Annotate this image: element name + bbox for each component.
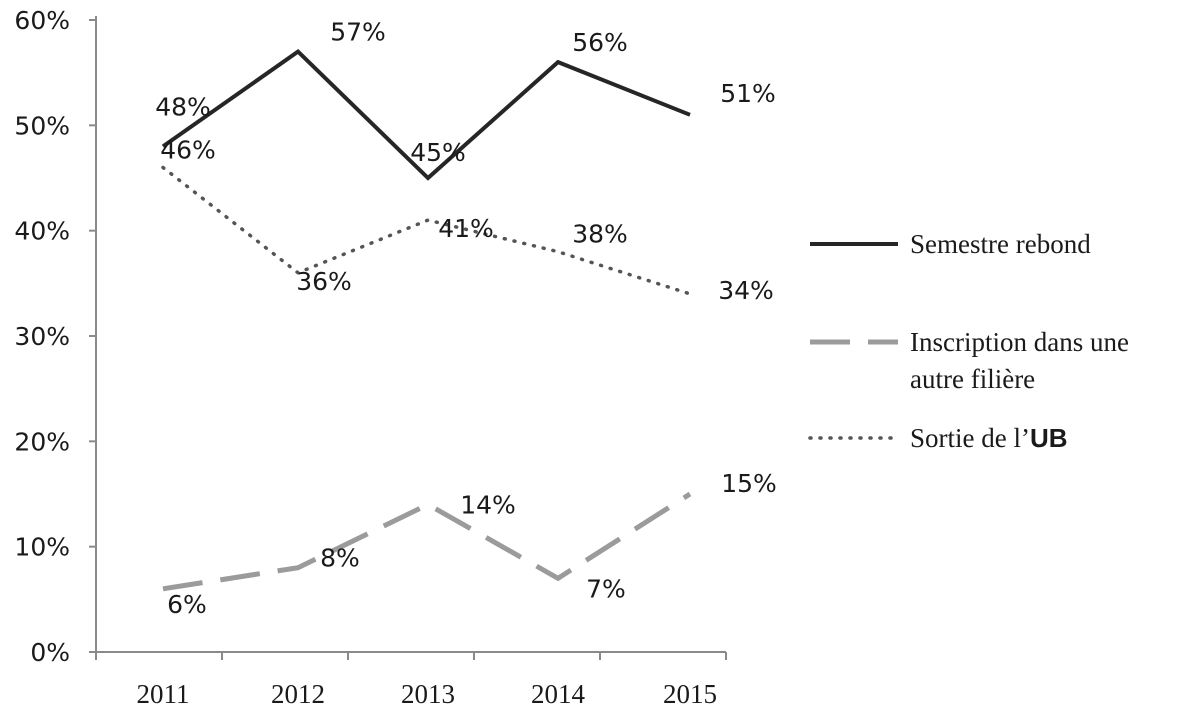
legend-label: Inscription dans une autre filière — [910, 327, 1129, 394]
y-tick-label: 40% — [14, 217, 70, 246]
data-label: 8% — [320, 544, 360, 573]
series-lines — [161, 49, 692, 592]
x-tick-label: 2013 — [401, 679, 455, 709]
y-tick-label: 30% — [14, 322, 70, 351]
data-label: 57% — [330, 18, 386, 47]
data-label: 48% — [155, 92, 211, 121]
y-tick-label: 50% — [14, 111, 70, 140]
legend: Semestre rebond Inscription dans une autre… — [808, 229, 1129, 453]
data-label: 15% — [721, 469, 777, 498]
data-label: 56% — [572, 28, 628, 57]
y-tick-label: 60% — [14, 6, 70, 35]
x-tick-label: 2012 — [271, 679, 325, 709]
legend-label: Sortie de l’UB — [910, 423, 1068, 453]
data-label: 14% — [460, 491, 516, 520]
data-label: 7% — [586, 574, 626, 603]
data-label: 36% — [296, 267, 352, 296]
series-line-3 — [161, 165, 692, 296]
y-axis-ticks: 0% 10% 20% 30% 40% 50% 60% — [14, 6, 96, 667]
data-label: 6% — [167, 590, 207, 619]
x-tick-label: 2015 — [663, 679, 717, 709]
data-label: 45% — [410, 138, 466, 167]
legend-label: Semestre rebond — [910, 229, 1091, 259]
y-tick-label: 10% — [14, 533, 70, 562]
x-tick-label: 2014 — [531, 679, 586, 709]
data-label: 41% — [438, 214, 494, 243]
data-labels: 48% 57% 45% 56% 51% 6% 8% 14% 7% 15% 46% 36% 41% 38% 3… — [155, 18, 777, 619]
series-line-2 — [162, 491, 692, 592]
data-label: 46% — [160, 135, 216, 164]
y-tick-label: 20% — [14, 427, 70, 456]
y-tick-label: 0% — [30, 638, 70, 667]
x-tick-label: 2011 — [137, 679, 190, 709]
data-label: 51% — [720, 79, 776, 108]
x-axis-ticks: 2011 2012 2013 2014 2015 — [95, 652, 727, 709]
data-label: 34% — [718, 276, 774, 305]
series-line-1 — [161, 49, 691, 181]
data-label: 38% — [572, 220, 628, 249]
